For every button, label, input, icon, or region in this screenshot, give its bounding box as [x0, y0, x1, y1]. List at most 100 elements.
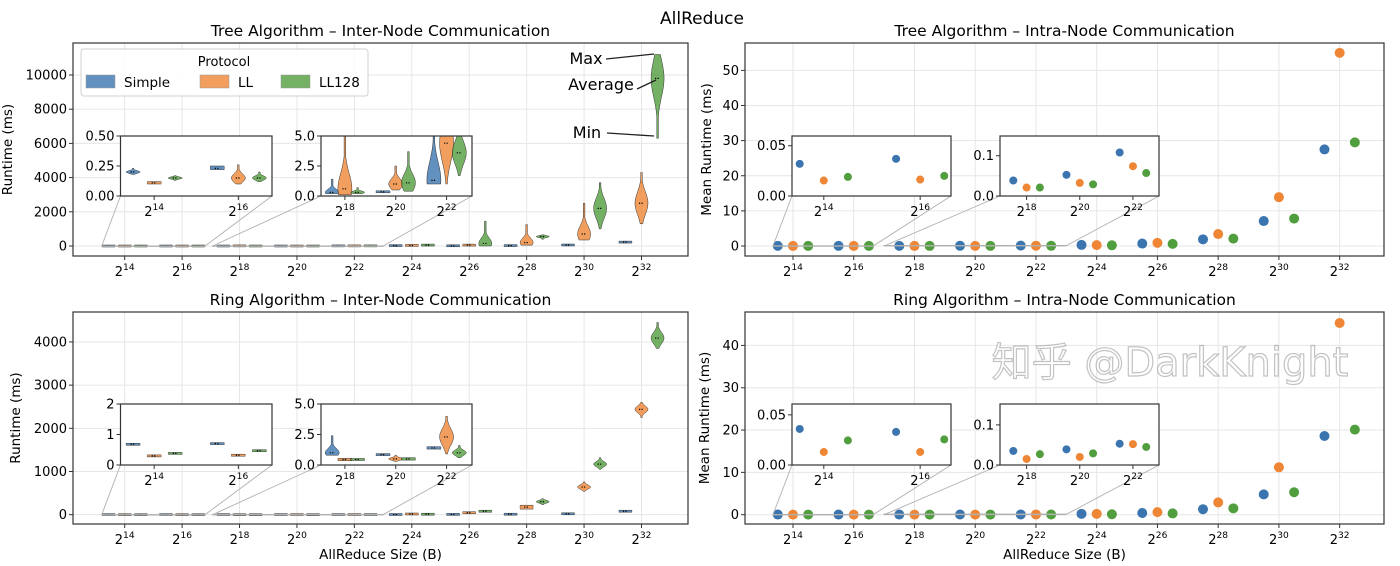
y-tick-label: 0 [106, 459, 114, 474]
point-ll-2^20 [1075, 452, 1084, 461]
y-tick-label: 2000 [34, 422, 67, 437]
violin-ll128-2^30 [593, 457, 607, 470]
point-simple-2^26 [1137, 238, 1148, 249]
point-simple-2^32 [1319, 144, 1330, 155]
y-tick-label: 0.1 [973, 149, 994, 164]
point-ll-2^32 [1334, 47, 1345, 58]
x-tick-label: 232 [1330, 263, 1350, 280]
violin-ll-2^18 [337, 136, 353, 196]
data-marks [1009, 439, 1151, 463]
inset-indicator [212, 514, 384, 516]
x-tick-label: 220 [965, 531, 985, 548]
inset-connector [204, 464, 273, 516]
violin-ll128-2^30 [593, 182, 607, 230]
legend-label-simple: Simple [124, 75, 170, 91]
x-tick-label: 232 [632, 263, 652, 280]
point-ll-2^30 [1273, 462, 1284, 473]
inset-connector [212, 464, 322, 516]
y-tick-label: 0.05 [757, 139, 786, 154]
violin-ll128-2^28 [535, 498, 550, 505]
y-tick-label: 20 [722, 169, 739, 184]
point-ll128-2^24 [1106, 509, 1117, 520]
y-tick-label: 1 [106, 428, 114, 443]
y-axis-label: Mean Runtime (ms) [697, 352, 713, 484]
y-tick-label: 30 [722, 134, 739, 149]
point-ll-2^26 [1152, 507, 1163, 518]
violin-ll-2^28 [519, 224, 534, 246]
point-ll-2^30 [1273, 192, 1284, 203]
x-tick-label: 220 [965, 263, 985, 280]
y-tick-label: 6000 [34, 137, 67, 152]
point-ll128-2^26 [1167, 238, 1178, 249]
x-tick-label: 222 [437, 472, 457, 489]
point-ll128-2^32 [1349, 137, 1360, 148]
y-tick-label: 0.00 [86, 190, 115, 205]
inset-indicator [772, 245, 874, 247]
violin-ll128-2^18 [350, 187, 365, 194]
y-tick-label: 1000 [34, 465, 67, 480]
annotation-line-max [605, 53, 655, 60]
point-ll-2^24 [1091, 508, 1102, 519]
violin-ll-2^30 [577, 202, 591, 241]
x-tick-label: 224 [402, 263, 422, 280]
violin-ll128-2^20 [401, 457, 416, 461]
y-tick-label: 40 [722, 99, 739, 114]
panel-1: 214 216 218 220 222 224 226 228 230 232 0 2000 4000 6… [0, 22, 689, 280]
x-tick-label: 232 [632, 531, 652, 548]
x-tick-label: 216 [910, 472, 930, 489]
x-tick-label: 226 [1148, 531, 1168, 548]
panel-3: 214 216 218 220 222 224 226 228 230 232 0 1000 2000 3… [8, 291, 689, 563]
x-tick-label: 218 [1017, 472, 1037, 489]
violin-simple-2^14 [125, 168, 141, 175]
x-tick-label: 224 [1087, 531, 1107, 548]
y-tick-label: 0.0 [973, 190, 994, 205]
point-ll-2^22 [1128, 440, 1137, 449]
x-axis-label: AllReduce Size (B) [1003, 547, 1126, 563]
point-ll128-2^28 [1228, 233, 1239, 244]
inset-connector [101, 195, 121, 247]
point-ll-2^18 [1022, 183, 1031, 192]
y-tick-label: 0 [731, 239, 739, 254]
point-simple-2^24 [1076, 239, 1087, 250]
x-tick-label: 226 [459, 531, 479, 548]
point-simple-2^14 [795, 424, 804, 433]
y-tick-label: 0.50 [86, 130, 115, 145]
point-simple-2^28 [1197, 234, 1208, 245]
inset-background [120, 404, 272, 465]
x-tick-label: 226 [459, 263, 479, 280]
y-tick-label: 40 [722, 339, 739, 354]
violin-simple-2^20 [375, 453, 391, 456]
point-ll-2^16 [916, 175, 925, 184]
inset-background [792, 136, 951, 196]
point-ll128-2^14 [843, 436, 852, 445]
inset-background [792, 404, 951, 465]
y-tick-label: 0.1 [973, 418, 994, 433]
point-ll128-2^16 [940, 171, 949, 180]
violin-simple-2^32 [618, 240, 633, 244]
inset-connector [382, 464, 473, 516]
inset-frame [320, 403, 473, 466]
point-simple-2^14 [795, 159, 804, 168]
violin-ll128-2^20 [401, 151, 416, 192]
point-ll128-2^22 [1142, 169, 1151, 178]
inset-frame [791, 135, 952, 197]
point-simple-2^22 [1115, 148, 1124, 157]
legend-title: Protocol [198, 55, 250, 70]
y-tick-label: 10 [722, 204, 739, 219]
violin-simple-2^24 [388, 513, 403, 516]
point-simple-2^32 [1319, 430, 1330, 441]
violin-ll-2^32 [634, 402, 649, 418]
violin-ll128-2^26 [478, 220, 493, 247]
data-marks [324, 136, 467, 196]
y-tick-label: 0 [59, 508, 67, 523]
legend: Protocol Simple LL LL128 [80, 48, 369, 97]
y-tick-label: 2000 [34, 205, 67, 220]
violin-ll128-2^28 [535, 234, 550, 240]
point-simple-2^24 [1076, 508, 1087, 519]
x-tick-label: 214 [144, 203, 164, 220]
data-marks [795, 424, 949, 456]
y-tick-label: 0.0 [294, 190, 315, 205]
inset-indicator [212, 245, 384, 247]
y-tick-label: 4000 [34, 335, 67, 350]
x-tick-label: 228 [1208, 263, 1228, 280]
